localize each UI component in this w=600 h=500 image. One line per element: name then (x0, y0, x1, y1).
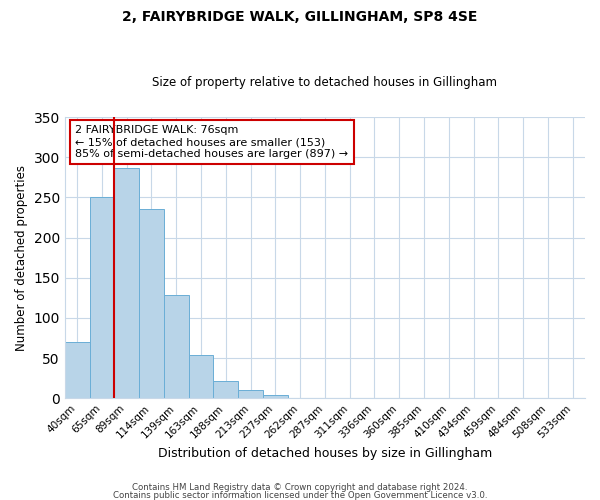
Bar (188, 355, 214, 399)
Y-axis label: Number of detached properties: Number of detached properties (15, 164, 28, 350)
Bar (89, 198, 115, 398)
X-axis label: Distribution of detached houses by size in Gillingham: Distribution of detached houses by size … (158, 447, 492, 460)
Bar (115, 168, 139, 398)
Text: 2 FAIRYBRIDGE WALK: 76sqm
← 15% of detached houses are smaller (153)
85% of semi: 2 FAIRYBRIDGE WALK: 76sqm ← 15% of detac… (75, 126, 349, 158)
Bar (139, 210, 164, 398)
Bar (65, 342, 89, 398)
Title: Size of property relative to detached houses in Gillingham: Size of property relative to detached ho… (152, 76, 497, 90)
Bar (263, 395, 288, 398)
Bar (238, 390, 263, 398)
Text: Contains HM Land Registry data © Crown copyright and database right 2024.: Contains HM Land Registry data © Crown c… (132, 484, 468, 492)
Bar (214, 380, 238, 398)
Bar (164, 296, 188, 399)
Text: Contains public sector information licensed under the Open Government Licence v3: Contains public sector information licen… (113, 490, 487, 500)
Text: 2, FAIRYBRIDGE WALK, GILLINGHAM, SP8 4SE: 2, FAIRYBRIDGE WALK, GILLINGHAM, SP8 4SE (122, 10, 478, 24)
